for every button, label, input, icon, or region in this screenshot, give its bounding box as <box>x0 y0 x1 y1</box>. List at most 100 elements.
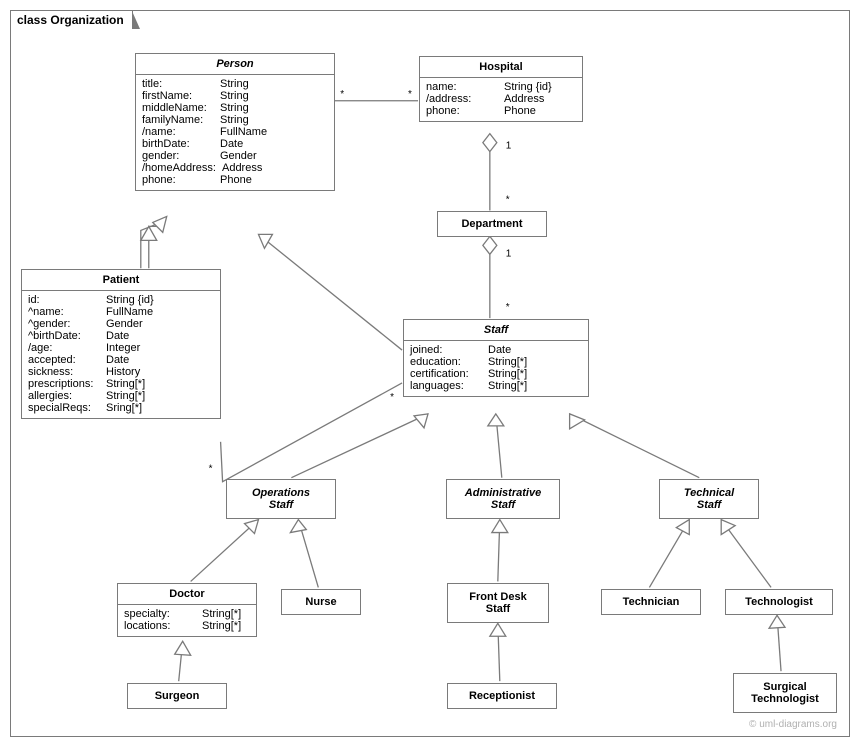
attr-type: Address <box>498 93 576 105</box>
svg-text:*: * <box>340 89 344 100</box>
attr-name: firstName: <box>142 90 214 102</box>
attr-row: certification:String[*] <box>410 368 582 380</box>
class-title: Surgeon <box>128 684 226 708</box>
attr-name: /age: <box>28 342 100 354</box>
attr-row: birthDate:Date <box>142 138 328 150</box>
attr-type: FullName <box>100 306 214 318</box>
attr-row: locations:String[*] <box>124 620 250 632</box>
svg-text:*: * <box>390 392 394 403</box>
attr-name: /name: <box>142 126 214 138</box>
attr-row: allergies:String[*] <box>28 390 214 402</box>
attr-row: title:String <box>142 78 328 90</box>
attr-type: String <box>214 114 328 126</box>
class-title: Surgical Technologist <box>734 674 836 712</box>
uml-frame: class Organization **1*1*** Persontitle:… <box>10 10 850 737</box>
svg-text:1: 1 <box>506 141 512 152</box>
class-hospital: Hospitalname:String {id}/address:Address… <box>419 56 583 122</box>
attr-name: education: <box>410 356 482 368</box>
class-title: Administrative Staff <box>447 480 559 518</box>
class-patient: Patient id:String {id}^name:FullName^gend… <box>21 269 221 419</box>
attr-type: Phone <box>214 174 328 186</box>
attr-row: /name:FullName <box>142 126 328 138</box>
attr-name: prescriptions: <box>28 378 100 390</box>
attr-row: name:String {id} <box>426 81 576 93</box>
class-title: Front Desk Staff <box>448 584 548 622</box>
class-surgeon: Surgeon <box>127 683 227 709</box>
class-title: Doctor <box>118 584 256 605</box>
class-title: Patient <box>22 270 220 291</box>
class-technician: Technician <box>601 589 701 615</box>
attr-row: specialReqs:Sring[*] <box>28 402 214 414</box>
attr-row: phone:Phone <box>142 174 328 186</box>
class-receptionist: Receptionist <box>447 683 557 709</box>
attr-row: education:String[*] <box>410 356 582 368</box>
attr-name: /address: <box>426 93 498 105</box>
attr-type: String[*] <box>196 620 250 632</box>
attr-row: middleName:String <box>142 102 328 114</box>
attr-row: specialty:String[*] <box>124 608 250 620</box>
attr-name: specialty: <box>124 608 196 620</box>
attr-row: firstName:String <box>142 90 328 102</box>
class-body: name:String {id}/address:Addressphone:Ph… <box>420 78 582 121</box>
svg-text:1: 1 <box>506 248 512 259</box>
attr-name: name: <box>426 81 498 93</box>
class-nurse: Nurse <box>281 589 361 615</box>
attr-name: ^name: <box>28 306 100 318</box>
attr-row: /homeAddress:Address <box>142 162 328 174</box>
attr-name: languages: <box>410 380 482 392</box>
class-title: Technical Staff <box>660 480 758 518</box>
class-adminstaff: Administrative Staff <box>446 479 560 519</box>
attr-row: id:String {id} <box>28 294 214 306</box>
attr-name: /homeAddress: <box>142 162 216 174</box>
attr-type: Phone <box>498 105 576 117</box>
attr-row: /age:Integer <box>28 342 214 354</box>
class-technologist: Technologist <box>725 589 833 615</box>
attr-type: String[*] <box>482 368 582 380</box>
attr-row: gender:Gender <box>142 150 328 162</box>
frame-label: class Organization <box>10 10 133 29</box>
class-body: specialty:String[*]locations:String[*] <box>118 605 256 636</box>
attr-row: accepted:Date <box>28 354 214 366</box>
attr-row: ^birthDate:Date <box>28 330 214 342</box>
class-surgtech: Surgical Technologist <box>733 673 837 713</box>
attr-name: gender: <box>142 150 214 162</box>
attr-row: ^name:FullName <box>28 306 214 318</box>
attr-type: String[*] <box>100 378 214 390</box>
attr-name: specialReqs: <box>28 402 100 414</box>
class-body: joined:Dateeducation:String[*]certificat… <box>404 341 588 396</box>
attr-type: Gender <box>214 150 328 162</box>
attr-type: Date <box>214 138 328 150</box>
attr-row: joined:Date <box>410 344 582 356</box>
watermark: © uml-diagrams.org <box>749 719 837 730</box>
attr-name: certification: <box>410 368 482 380</box>
attr-type: String <box>214 78 328 90</box>
class-title: Department <box>438 212 546 236</box>
attr-name: familyName: <box>142 114 214 126</box>
class-body: title:StringfirstName:StringmiddleName:S… <box>136 75 334 190</box>
class-doctor: Doctorspecialty:String[*]locations:Strin… <box>117 583 257 637</box>
attr-name: title: <box>142 78 214 90</box>
attr-type: String[*] <box>196 608 250 620</box>
attr-row: prescriptions:String[*] <box>28 378 214 390</box>
class-techstaff: Technical Staff <box>659 479 759 519</box>
svg-text:*: * <box>209 464 213 475</box>
attr-name: id: <box>28 294 100 306</box>
attr-type: Address <box>216 162 328 174</box>
attr-type: String {id} <box>498 81 576 93</box>
class-title: Hospital <box>420 57 582 78</box>
attr-type: Date <box>100 354 214 366</box>
class-title: Technician <box>602 590 700 614</box>
svg-text:*: * <box>408 89 412 100</box>
attr-type: History <box>100 366 214 378</box>
class-frontdesk: Front Desk Staff <box>447 583 549 623</box>
attr-type: Gender <box>100 318 214 330</box>
class-title: Operations Staff <box>227 480 335 518</box>
attr-row: familyName:String <box>142 114 328 126</box>
attr-name: sickness: <box>28 366 100 378</box>
attr-name: accepted: <box>28 354 100 366</box>
attr-row: ^gender:Gender <box>28 318 214 330</box>
attr-name: middleName: <box>142 102 214 114</box>
attr-name: birthDate: <box>142 138 214 150</box>
class-title: Receptionist <box>448 684 556 708</box>
attr-row: /address:Address <box>426 93 576 105</box>
